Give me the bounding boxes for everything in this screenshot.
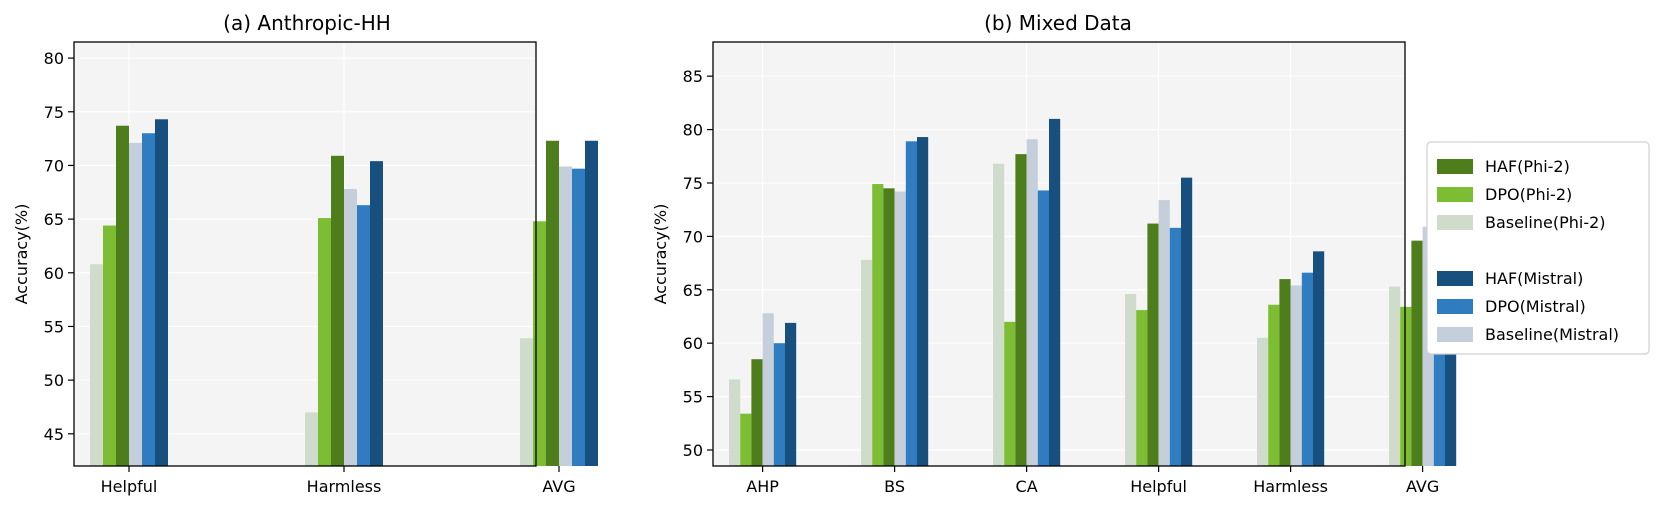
x-tick-label-harmless: Harmless: [1253, 477, 1328, 496]
bar-dpo-phi-2-helpful: [1136, 310, 1148, 466]
legend-frame: [1426, 141, 1650, 355]
bar-baseline-mistral-harmless: [1290, 285, 1302, 466]
y-tick-label: 70: [683, 227, 703, 246]
y-tick-label: 80: [44, 49, 64, 68]
bar-baseline-phi-2-helpful: [1125, 294, 1137, 466]
y-tick-label: 65: [44, 210, 64, 229]
y-tick-label: 60: [44, 264, 64, 283]
bar-haf-phi-2-helpful: [1147, 223, 1159, 466]
x-tick-label-avg: AVG: [1406, 477, 1439, 496]
x-tick-label-ahp: AHP: [746, 477, 779, 496]
bar-baseline-phi-2-avg: [1389, 286, 1401, 466]
legend-label-haf-mistral: HAF(Mistral): [1485, 269, 1583, 288]
bar-dpo-phi-2-helpful: [103, 225, 116, 466]
y-tick-label: 65: [683, 281, 703, 300]
legend: HAF(Phi-2) DPO(Phi-2) Baseline(Phi-2) HAF(M…: [1426, 141, 1650, 355]
bar-dpo-phi-2-harmless: [318, 218, 331, 466]
bar-baseline-phi-2-ahp: [729, 379, 741, 466]
x-tick-label-helpful: Helpful: [101, 477, 158, 496]
chart-title-mixed-data: (b) Mixed Data: [984, 11, 1132, 35]
x-tick-label-ca: CA: [1016, 477, 1038, 496]
bar-dpo-phi-2-ahp: [740, 413, 752, 466]
bar-baseline-mistral-ahp: [762, 313, 774, 466]
x-tick-label-helpful: Helpful: [1130, 477, 1187, 496]
y-axis-label-mixed-data: Accuracy(%): [651, 204, 670, 305]
y-tick-label: 85: [683, 67, 703, 86]
y-tick-label: 75: [683, 174, 703, 193]
bar-baseline-mistral-ca: [1026, 139, 1038, 467]
bar-haf-mistral-ca: [1049, 118, 1061, 466]
bar-haf-phi-2-harmless: [331, 155, 344, 466]
bar-haf-phi-2-harmless: [1279, 279, 1291, 466]
legend-swatch-baseline-phi-2: [1437, 215, 1473, 230]
bar-dpo-mistral-bs: [905, 141, 917, 466]
legend-swatch-baseline-mistral: [1437, 327, 1473, 342]
x-tick-label-bs: BS: [884, 477, 905, 496]
bar-dpo-mistral-harmless: [357, 205, 370, 467]
chart-panel-anthropic-hh: (a) Anthropic-HH Accuracy(%) 45 50 55 60 65 7…: [12, 11, 598, 496]
bar-dpo-phi-2-harmless: [1268, 304, 1280, 466]
bar-dpo-phi-2-avg: [1400, 306, 1412, 466]
y-tick-label: 45: [44, 425, 64, 444]
bar-dpo-mistral-ca: [1037, 190, 1049, 466]
bar-haf-phi-2-avg: [546, 140, 559, 466]
bar-baseline-mistral-bs: [894, 191, 906, 466]
legend-swatch-haf-phi-2: [1437, 159, 1473, 174]
bar-dpo-mistral-helpful: [1169, 227, 1181, 466]
bar-haf-mistral-ahp: [785, 322, 797, 466]
bar-baseline-phi-2-harmless: [1257, 337, 1269, 466]
bar-haf-mistral-harmless: [1313, 251, 1325, 466]
bar-haf-mistral-harmless: [370, 161, 383, 467]
bar-baseline-mistral-avg: [559, 166, 572, 466]
bar-baseline-phi-2-helpful: [90, 264, 103, 466]
legend-label-dpo-phi-2: DPO(Phi-2): [1485, 185, 1572, 204]
legend-label-dpo-mistral: DPO(Mistral): [1485, 297, 1586, 316]
bar-dpo-phi-2-avg: [533, 221, 546, 466]
bar-baseline-mistral-helpful: [1158, 200, 1170, 466]
legend-swatch-dpo-phi-2: [1437, 187, 1473, 202]
bar-haf-phi-2-avg: [1411, 240, 1423, 466]
legend-label-baseline-mistral: Baseline(Mistral): [1485, 325, 1619, 344]
bar-haf-mistral-avg: [585, 140, 598, 466]
legend-label-haf-phi-2: HAF(Phi-2): [1485, 157, 1570, 176]
bar-haf-phi-2-ahp: [751, 359, 763, 466]
x-tick-label-avg: AVG: [542, 477, 575, 496]
bar-haf-mistral-helpful: [1181, 177, 1193, 467]
bar-baseline-phi-2-avg: [520, 338, 533, 466]
y-tick-label: 50: [683, 441, 703, 460]
y-tick-label: 55: [44, 317, 64, 336]
y-tick-label: 60: [683, 334, 703, 353]
bar-baseline-phi-2-harmless: [305, 412, 318, 466]
bar-haf-mistral-bs: [917, 137, 929, 466]
y-tick-label: 50: [44, 371, 64, 390]
plot-frame-mixed-data: [712, 41, 1406, 467]
bar-dpo-mistral-harmless: [1301, 272, 1313, 466]
bar-baseline-mistral-harmless: [344, 189, 357, 466]
bar-dpo-phi-2-bs: [872, 184, 884, 466]
bar-dpo-phi-2-ca: [1004, 321, 1016, 466]
bar-baseline-phi-2-bs: [861, 259, 873, 466]
bar-baseline-mistral-helpful: [129, 142, 142, 467]
plot-frame-anthropic-hh: [73, 41, 537, 467]
y-tick-label: 70: [44, 156, 64, 175]
chart-title-anthropic-hh: (a) Anthropic-HH: [223, 11, 391, 35]
x-tick-label-harmless: Harmless: [307, 477, 382, 496]
bar-dpo-mistral-avg: [572, 168, 585, 467]
bar-dpo-mistral-helpful: [142, 133, 155, 466]
bar-haf-phi-2-helpful: [116, 125, 129, 466]
legend-label-baseline-phi-2: Baseline(Phi-2): [1485, 213, 1606, 232]
legend-swatch-dpo-mistral: [1437, 299, 1473, 314]
bar-haf-mistral-helpful: [155, 119, 168, 467]
y-tick-label: 75: [44, 103, 64, 122]
bar-haf-phi-2-ca: [1015, 154, 1027, 466]
chart-panel-mixed-data: (b) Mixed Data Accuracy(%) 50 55 60 65 70 75 8…: [651, 11, 1457, 496]
y-tick-label: 55: [683, 388, 703, 407]
bar-dpo-mistral-ahp: [773, 343, 785, 466]
y-tick-label: 80: [683, 121, 703, 140]
legend-swatch-haf-mistral: [1437, 271, 1473, 286]
bar-haf-phi-2-bs: [883, 188, 895, 466]
y-axis-label-anthropic-hh: Accuracy(%): [12, 204, 31, 305]
bar-baseline-phi-2-ca: [993, 163, 1005, 466]
